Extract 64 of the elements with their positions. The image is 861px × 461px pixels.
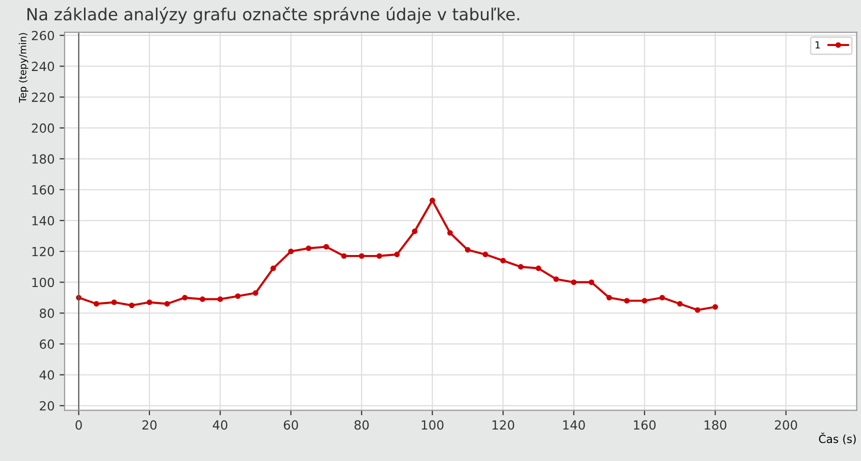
y-tick-label: 40 xyxy=(40,370,54,380)
point xyxy=(659,294,665,300)
y-tick-label: 200 xyxy=(32,123,54,133)
y-tick-label: 80 xyxy=(40,308,54,318)
point xyxy=(571,279,577,286)
y-axis-title: Tep (tepy/min) xyxy=(18,33,28,103)
point xyxy=(306,246,312,252)
point xyxy=(111,300,117,306)
point xyxy=(146,300,152,306)
x-axis-title: Čas (s) xyxy=(818,432,856,444)
point xyxy=(712,304,718,310)
point xyxy=(536,266,542,272)
x-tick-label: 160 xyxy=(634,420,656,430)
y-tick-label: 160 xyxy=(32,185,54,195)
point xyxy=(376,253,382,259)
y-tick-label: 220 xyxy=(32,92,54,102)
x-tick-label: 140 xyxy=(563,420,585,430)
y-tick-label: 140 xyxy=(32,216,54,226)
point xyxy=(182,294,188,300)
point xyxy=(694,307,700,313)
point xyxy=(606,294,612,300)
point xyxy=(447,230,453,236)
point xyxy=(500,258,506,264)
point xyxy=(394,252,400,258)
point xyxy=(518,264,524,270)
point xyxy=(164,301,170,307)
y-tick-label: 60 xyxy=(40,339,54,349)
y-tick-label: 260 xyxy=(32,30,54,40)
x-tick-label: 20 xyxy=(142,420,157,430)
y-tick-label: 100 xyxy=(32,278,54,288)
point xyxy=(252,290,258,296)
point xyxy=(464,247,470,253)
y-tick-label: 20 xyxy=(40,401,54,411)
x-tick-label: 200 xyxy=(774,420,798,430)
x-tick-label: 40 xyxy=(212,420,228,430)
legend-label: 1 xyxy=(816,41,820,48)
point xyxy=(482,252,488,258)
point xyxy=(430,198,436,204)
point xyxy=(588,279,594,286)
x-tick-label: 0 xyxy=(76,420,82,430)
x-tick-label: 80 xyxy=(354,420,369,430)
point xyxy=(677,301,683,307)
point xyxy=(217,296,223,302)
x-tick-label: 100 xyxy=(422,420,444,430)
x-tick-label: 180 xyxy=(704,420,726,430)
point xyxy=(341,253,347,259)
point xyxy=(624,298,630,304)
point xyxy=(94,301,100,307)
y-tick-label: 180 xyxy=(32,154,54,164)
point xyxy=(323,244,330,250)
point xyxy=(200,296,206,302)
point xyxy=(270,266,276,272)
x-tick-label: 60 xyxy=(284,420,298,430)
y-tick-label: 120 xyxy=(32,246,54,256)
point xyxy=(642,298,648,304)
point xyxy=(358,253,364,259)
point xyxy=(288,248,294,254)
point xyxy=(235,293,241,299)
y-tick-label: 240 xyxy=(32,62,54,72)
chart-title: Na základe analýzy grafu označte správne údaje v tabuľke. xyxy=(27,6,520,24)
point xyxy=(412,228,418,234)
point xyxy=(128,302,135,308)
x-tick-label: 120 xyxy=(492,420,514,430)
point xyxy=(553,276,559,282)
